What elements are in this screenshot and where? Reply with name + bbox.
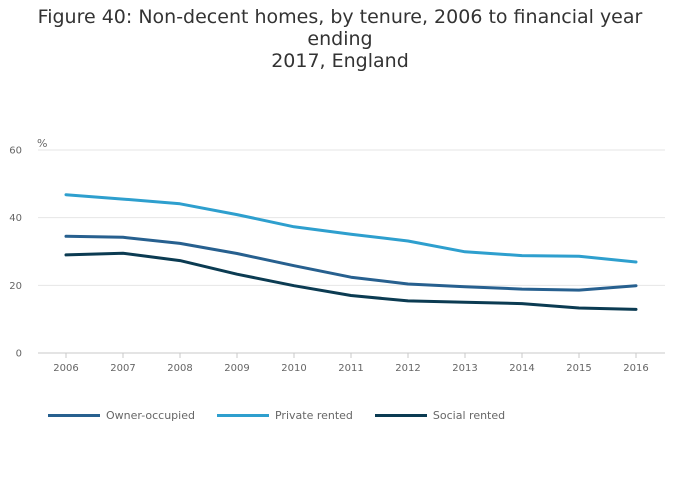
chart-title-line-2: 2017, England (271, 50, 409, 72)
legend-item[interactable]: Owner-occupied (48, 409, 195, 422)
series-line-private-rented (64, 193, 638, 264)
x-tick-label: 2016 (623, 363, 648, 374)
legend-item[interactable]: Social rented (374, 409, 506, 422)
x-tick-label: 2013 (452, 363, 477, 374)
x-tick-label: 2006 (53, 363, 78, 374)
legend-item[interactable]: Private rented (216, 409, 353, 422)
axes: 0 20 40 60 2006 2007 2008 2009 2010 2011 2012 2013 2… (9, 146, 665, 374)
x-tick-label: 2009 (224, 363, 249, 374)
x-tick-label: 2014 (509, 363, 534, 374)
legend-swatch (48, 414, 100, 417)
x-tick-label: 2007 (110, 363, 135, 374)
y-axis-unit-label: % (37, 137, 47, 150)
y-tick-label: 60 (9, 146, 22, 157)
y-tick-label: 0 (16, 349, 22, 360)
legend-label: Owner-occupied (106, 409, 195, 422)
legend-label: Private rented (274, 409, 353, 422)
chart-title-line-1: Figure 40: Non-decent homes, by tenure, … (37, 6, 643, 50)
legend-swatch (216, 414, 269, 417)
legend: Owner-occupied Private rented Social rente… (48, 409, 527, 422)
x-tick-label: 2012 (395, 363, 420, 374)
series-line-social-rented (64, 251, 638, 311)
chart-title: Figure 40: Non-decent homes, by tenure, … (20, 6, 660, 72)
y-tick-label: 40 (9, 213, 22, 224)
series-lines (64, 193, 638, 311)
series-line-owner-occupied (64, 234, 638, 292)
legend-swatch (374, 414, 427, 417)
x-tick-label: 2010 (281, 363, 306, 374)
x-tick-label: 2008 (167, 363, 192, 374)
y-tick-label: 20 (9, 281, 22, 292)
x-tick-label: 2015 (566, 363, 591, 374)
legend-label: Social rented (432, 409, 506, 422)
x-tick-label: 2011 (338, 363, 363, 374)
gridlines (38, 149, 665, 286)
